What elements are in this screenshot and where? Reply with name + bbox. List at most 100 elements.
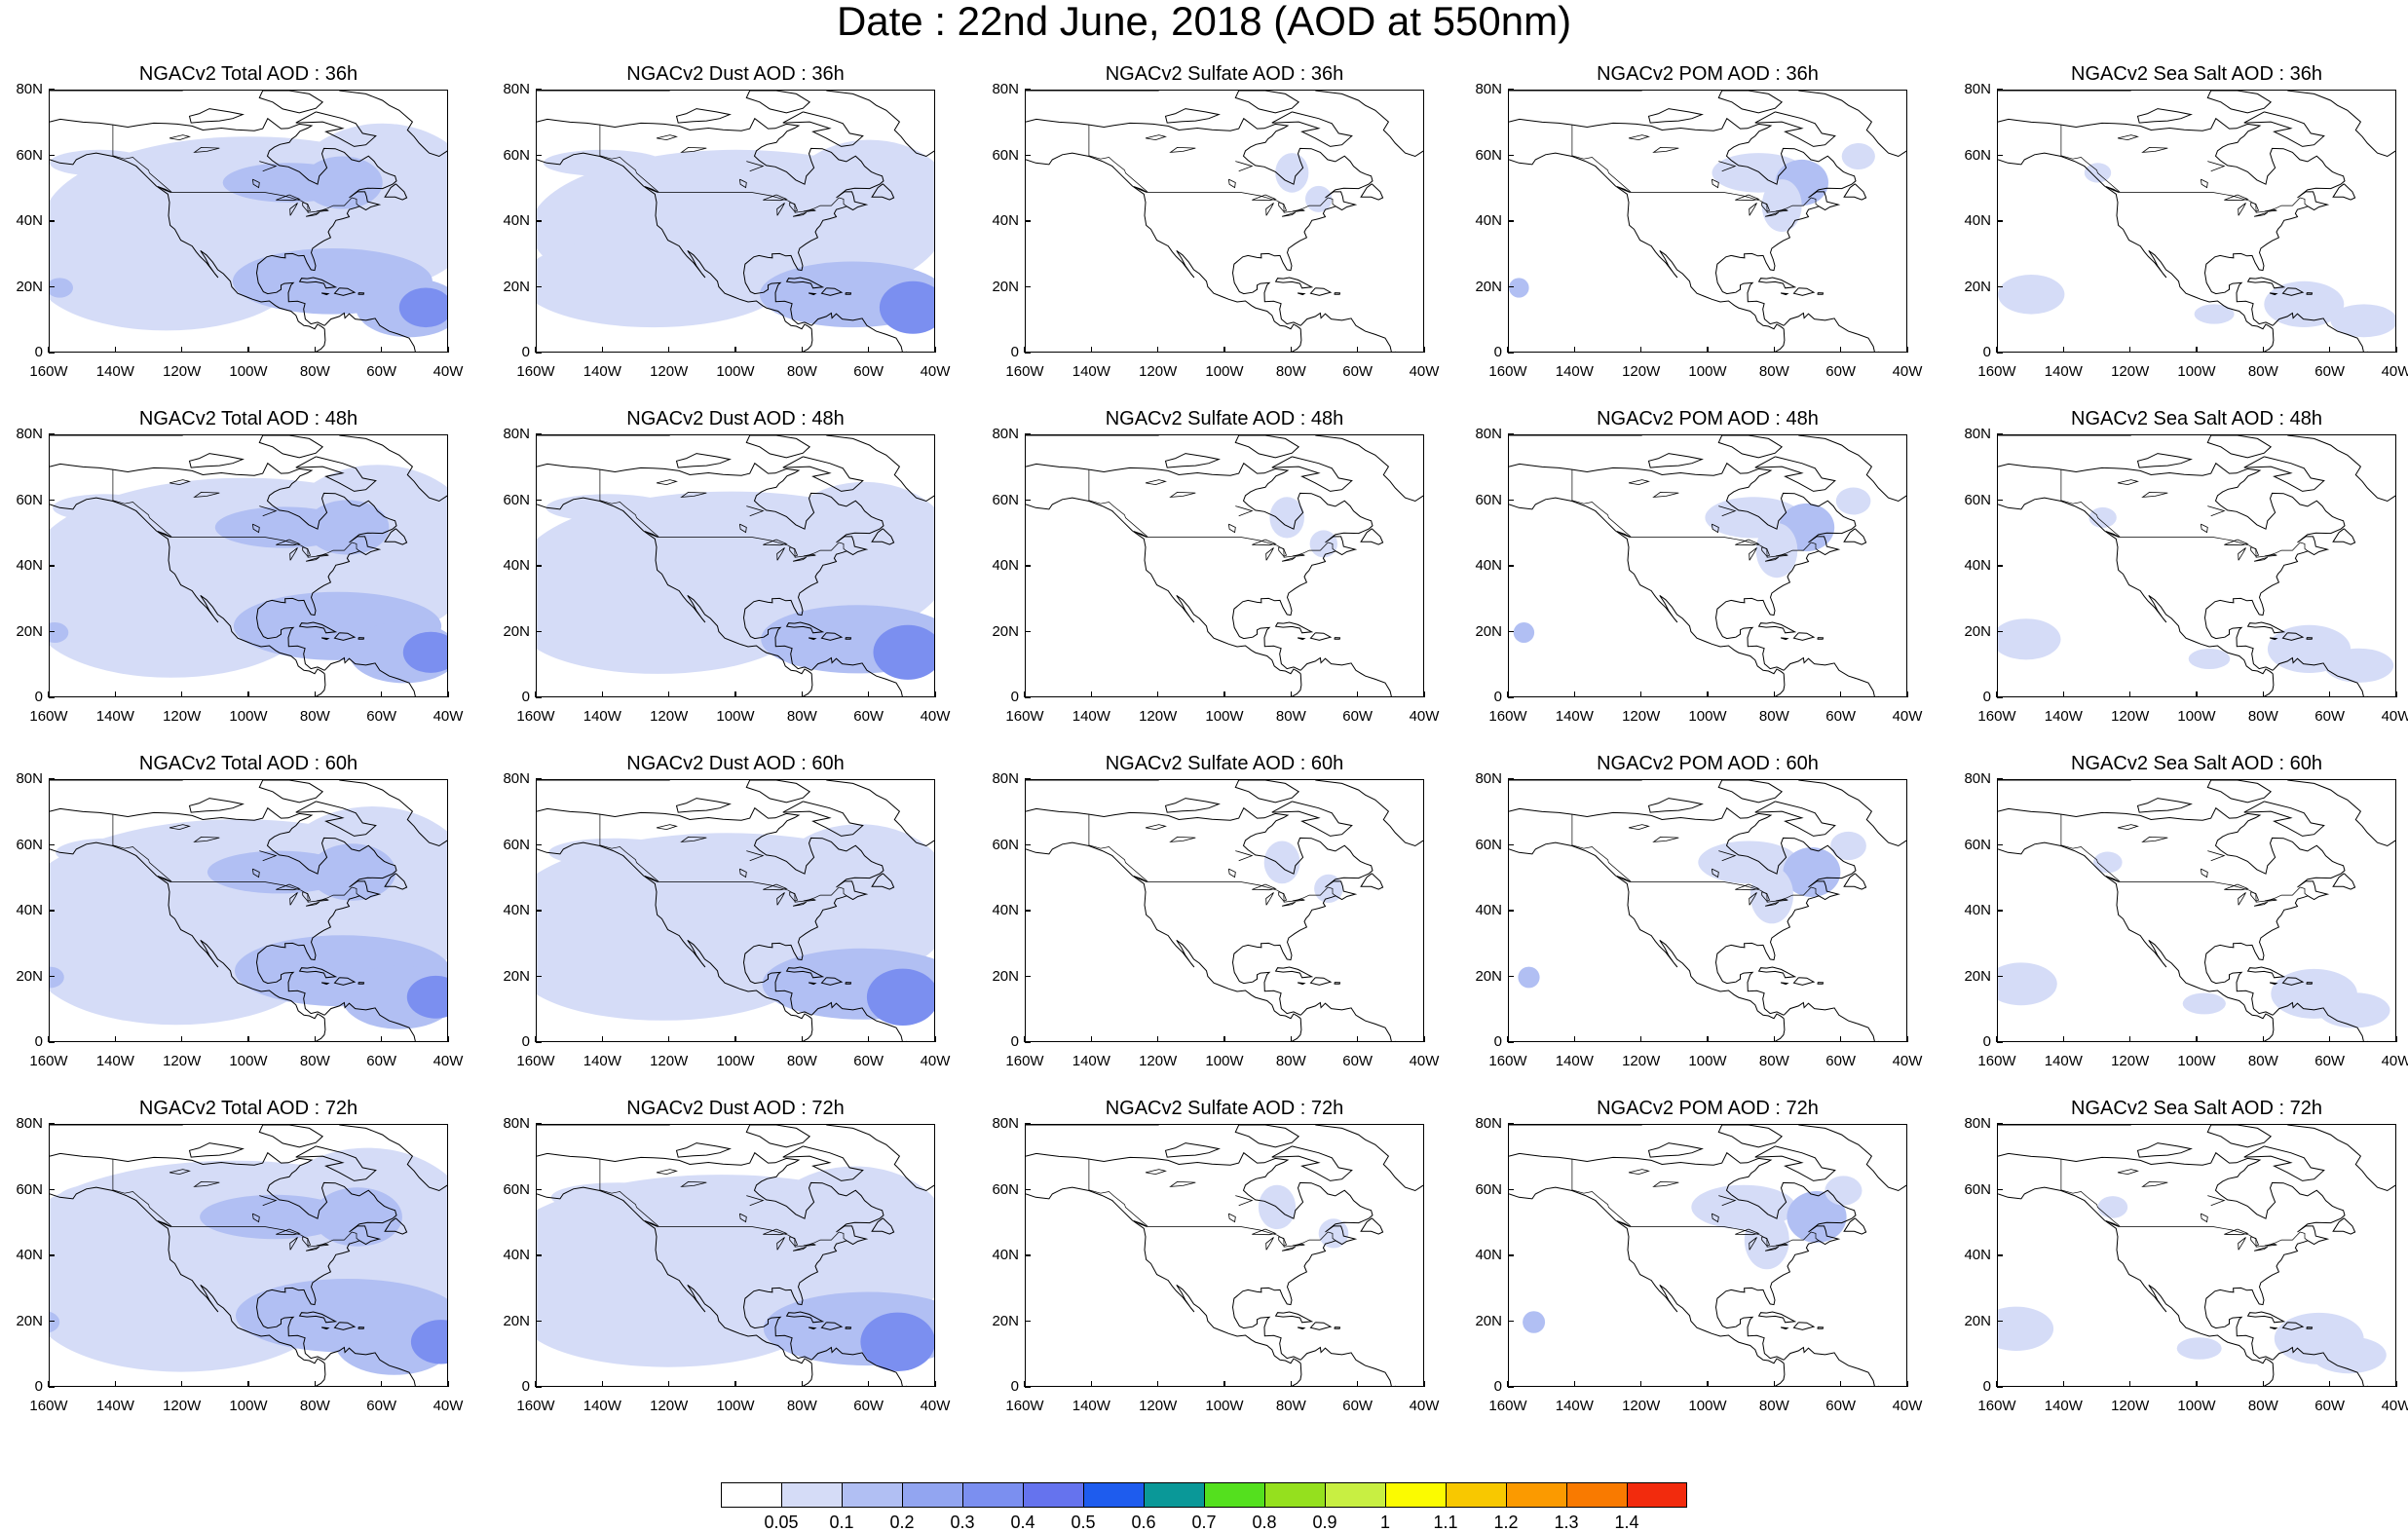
y-tick-label: 60N [16,146,43,164]
lake-outline [680,1180,707,1187]
island-outline [1234,780,1300,803]
lake-outline [746,850,765,862]
aod-field-patch [2312,1336,2387,1374]
map-panel-sulfate-60h: NGACv2 Sulfate AOD : 60h 80N 60N 40N 20N 0 160… [992,752,1439,1083]
x-tick-mark [114,691,117,697]
lake-outline [2224,1228,2249,1236]
x-tick-label: 80W [786,708,817,725]
y-tick-label: 40N [1475,902,1502,918]
island-outline [1843,528,1867,545]
coastline [1774,1018,1786,1041]
x-tick-mark [1839,1036,1842,1042]
lake-outline [2117,479,2139,486]
y-tick-label: 80N [16,81,43,97]
lake-outline [746,161,765,172]
coastline [1998,841,2274,1020]
coastline [537,806,884,1016]
lake-outline [2207,850,2226,862]
aod-field-patch [1518,966,1540,989]
lake-outline [2207,161,2226,172]
lake-outline [2201,178,2208,189]
island-outline [2287,435,2395,503]
map-panel-total-60h: NGACv2 Total AOD : 60h 80N 60N 40N 20N 0 160W 1… [16,752,463,1083]
coastline [1774,1363,1786,1386]
coastline [1509,462,1857,671]
lake-outline [302,1236,312,1247]
y-tick-mark [536,220,542,222]
x-tick-label: 100W [716,1398,755,1414]
y-tick-label: 20N [1964,622,1991,640]
x-tick-mark [2395,691,2397,697]
lake-outline [1749,892,1757,906]
y-tick-mark [1508,499,1514,501]
x-tick-label: 80W [2247,1398,2278,1414]
x-tick-mark [601,691,604,697]
national-border [599,814,847,903]
lake-outline [1764,1246,1780,1252]
x-tick-mark [2262,691,2265,697]
x-tick-mark [1090,347,1093,353]
national-border [112,469,360,558]
map-canvas [50,435,447,696]
y-tick-mark [49,154,55,156]
aod-field-patch [774,481,934,619]
coastline [323,656,420,696]
island-outline [644,1220,658,1228]
island-outline [2243,456,2325,492]
x-tick-mark [1223,1036,1225,1042]
aod-field-patch [2330,304,2395,338]
island-outline [1297,292,1306,296]
x-tick-mark [667,691,670,697]
island-outline [1360,183,1384,201]
coastline [315,1018,326,1041]
y-tick-label: 20N [1475,622,1502,640]
island-outline [1616,186,1631,194]
island-outline [295,801,377,837]
lake-outline [789,1236,799,1247]
lake-outline [1252,1228,1277,1236]
coastline [810,656,907,696]
x-tick-mark [380,1036,383,1042]
y-tick-label: 40N [992,902,1019,918]
y-tick-label: 0 [1982,1378,1991,1395]
map-frame [1997,90,2396,353]
aod-field-patch [402,631,447,673]
y-tick-mark [1508,433,1514,435]
x-tick-mark [247,347,249,353]
x-tick-mark [1573,1381,1576,1387]
x-tick-mark [934,1381,936,1387]
island-outline [2105,1220,2120,1228]
x-tick-mark [1639,1036,1642,1042]
x-tick-mark [1223,691,1225,697]
map-canvas [1026,1125,1423,1386]
island-outline [1616,876,1631,883]
island-outline [871,183,895,201]
lake-outline [2238,203,2246,216]
island-outline [258,780,324,803]
island-outline [1133,1220,1148,1228]
x-tick-label: 160W [1488,1053,1527,1069]
x-tick-mark [2196,1036,2198,1042]
island-outline [1297,1326,1306,1330]
lake-outline [1265,1237,1274,1251]
x-tick-label: 80W [786,1053,817,1069]
lake-outline [252,1213,260,1223]
y-tick-mark [536,1123,542,1125]
map-canvas [50,91,447,352]
x-tick-mark [667,347,670,353]
x-tick-label: 100W [716,363,755,380]
y-tick-label: 40N [1964,1247,1991,1263]
y-tick-mark [1508,154,1514,156]
lake-outline [776,203,785,216]
y-tick-mark [1508,565,1514,567]
y-tick-label: 0 [521,1033,530,1050]
y-tick-label: 20N [16,622,43,640]
x-tick-mark [1906,347,1908,353]
coastline [1509,117,1857,326]
x-tick-label: 120W [1139,1053,1178,1069]
island-outline [1133,876,1148,883]
lake-outline [776,547,785,561]
aod-field-patch [2264,280,2345,327]
island-outline [820,977,844,986]
coastline [2272,656,2368,696]
